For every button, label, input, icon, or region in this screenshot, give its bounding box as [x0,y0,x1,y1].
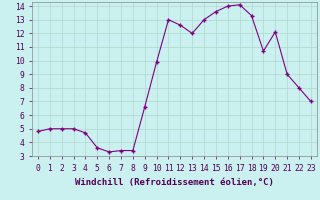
X-axis label: Windchill (Refroidissement éolien,°C): Windchill (Refroidissement éolien,°C) [75,178,274,187]
